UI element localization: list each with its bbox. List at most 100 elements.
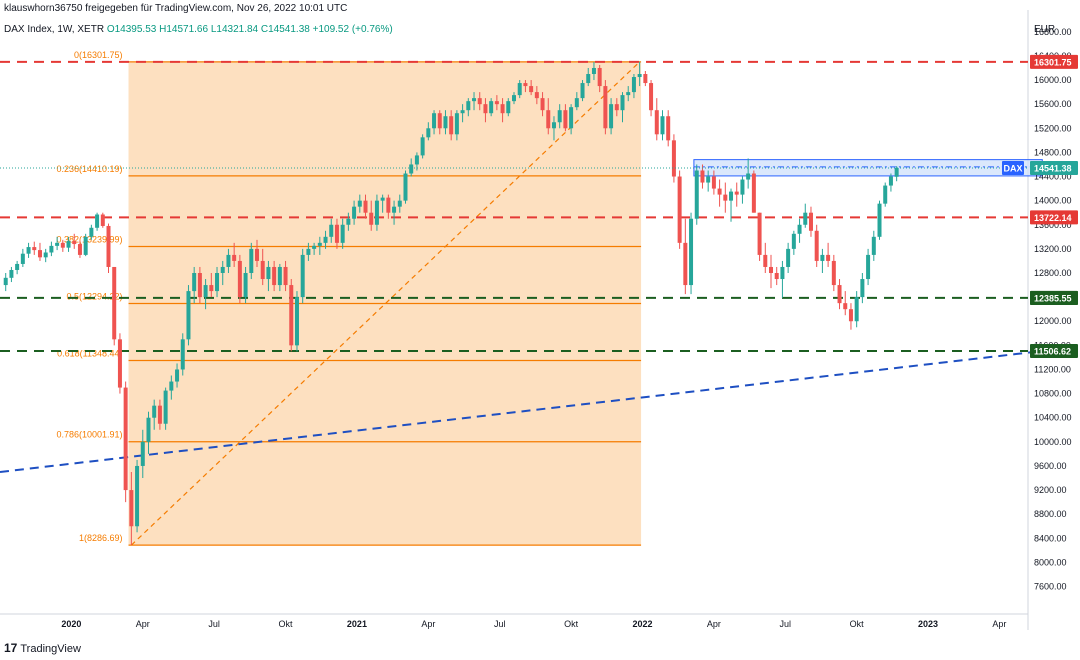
y-tick-label: 11200.00 — [1034, 364, 1071, 374]
x-tick-label: Okt — [279, 619, 294, 629]
candle-body — [826, 254, 831, 261]
ohlc-close: C14541.38 — [260, 24, 310, 35]
x-tick-label: Jul — [494, 619, 506, 629]
candle-body — [426, 128, 431, 138]
y-tick-label: 10000.00 — [1034, 437, 1072, 447]
candle-body — [409, 164, 414, 174]
level-price-tag: 16301.75 — [1034, 57, 1072, 67]
candle-body — [232, 254, 237, 261]
candle-body — [477, 98, 482, 105]
x-tick-label: Okt — [850, 619, 865, 629]
candle-body — [9, 269, 14, 278]
candle-body — [403, 173, 408, 201]
y-tick-label: 14400.00 — [1034, 172, 1072, 182]
candle-body — [729, 191, 734, 201]
candle-body — [671, 140, 676, 177]
candle-body — [626, 92, 631, 96]
candle-body — [820, 254, 825, 261]
y-tick-label: 16800.00 — [1034, 27, 1072, 37]
candle-body — [152, 405, 157, 418]
candle-body — [169, 381, 174, 391]
candle-body — [237, 260, 242, 298]
candle-body — [294, 297, 299, 346]
trend-line — [0, 349, 1043, 473]
candle-body — [140, 441, 145, 466]
candle-body — [3, 277, 8, 286]
candle-body — [569, 107, 574, 129]
candle-body — [220, 266, 225, 273]
x-tick-label: Apr — [707, 619, 721, 629]
candle-body — [312, 245, 317, 249]
candle-body — [112, 266, 117, 340]
symbol-badge: DAX — [1003, 163, 1022, 173]
candle-body — [757, 212, 762, 255]
candle-body — [666, 116, 671, 141]
candle-body — [397, 200, 402, 207]
candle-body — [352, 206, 357, 219]
candle-body — [432, 113, 437, 129]
candle-body — [609, 104, 614, 129]
candle-body — [272, 266, 277, 286]
fib-level-label: 0(16301.75) — [74, 50, 123, 60]
candle-body — [540, 98, 545, 111]
candle-body — [489, 101, 494, 114]
candle-body — [700, 170, 705, 183]
fib-level-label: 0.382(13239.99) — [56, 234, 122, 244]
candle-body — [249, 248, 254, 273]
current-price-tag: 14541.38 — [1034, 163, 1072, 173]
x-tick-label: Apr — [421, 619, 435, 629]
x-tick-label: 2023 — [918, 619, 938, 629]
candle-body — [357, 200, 362, 207]
level-price-tag-bg — [1030, 54, 1078, 69]
y-tick-label: 10800.00 — [1034, 389, 1072, 399]
candle-body — [260, 260, 265, 280]
candle-body — [437, 113, 442, 129]
candle-body — [780, 266, 785, 280]
candle-body — [163, 390, 168, 424]
y-tick-label: 9200.00 — [1034, 485, 1067, 495]
candle-body — [226, 254, 231, 267]
y-tick-label: 13200.00 — [1034, 244, 1072, 254]
candle-body — [420, 137, 425, 156]
x-tick-label: 2021 — [347, 619, 367, 629]
tradingview-logo[interactable]: 17 TradingView — [4, 641, 81, 655]
candle-body — [414, 155, 419, 165]
candle-body — [289, 285, 294, 346]
level-price-tag: 13722.14 — [1034, 213, 1072, 223]
candle-body — [546, 110, 551, 129]
x-tick-label: Okt — [564, 619, 579, 629]
candle-body — [472, 98, 477, 102]
candle-body — [517, 83, 522, 96]
candle-body — [529, 86, 534, 93]
candle-body — [55, 242, 60, 246]
candle-body — [848, 309, 853, 322]
candle-body — [620, 95, 625, 111]
level-price-tag-bg — [1030, 210, 1078, 225]
candle-body — [60, 242, 65, 248]
x-tick-label: Apr — [136, 619, 150, 629]
candle-body — [740, 179, 745, 195]
symbol-badge-bg — [1002, 160, 1024, 175]
candle-body — [791, 233, 796, 249]
candle-body — [677, 176, 682, 243]
candle-body — [72, 241, 77, 245]
candle-body — [774, 273, 779, 280]
candle-body — [449, 116, 454, 135]
fib-level-label: 0.5(12294.22) — [66, 291, 122, 301]
publisher-line: klauswhorn36750 freigegeben für TradingV… — [4, 3, 348, 14]
candle-body — [523, 83, 528, 87]
candle-body — [494, 101, 499, 105]
candle-body — [374, 200, 379, 225]
x-tick-label: 2020 — [61, 619, 81, 629]
candle-body — [717, 188, 722, 195]
candle-body — [694, 170, 699, 219]
candle-body — [266, 266, 271, 280]
candle-body — [660, 116, 665, 135]
candle-body — [649, 83, 654, 111]
candle-body — [334, 224, 339, 243]
candle-body — [843, 303, 848, 310]
candle-body — [117, 339, 122, 388]
candle-body — [586, 74, 591, 84]
candle-body — [243, 273, 248, 298]
